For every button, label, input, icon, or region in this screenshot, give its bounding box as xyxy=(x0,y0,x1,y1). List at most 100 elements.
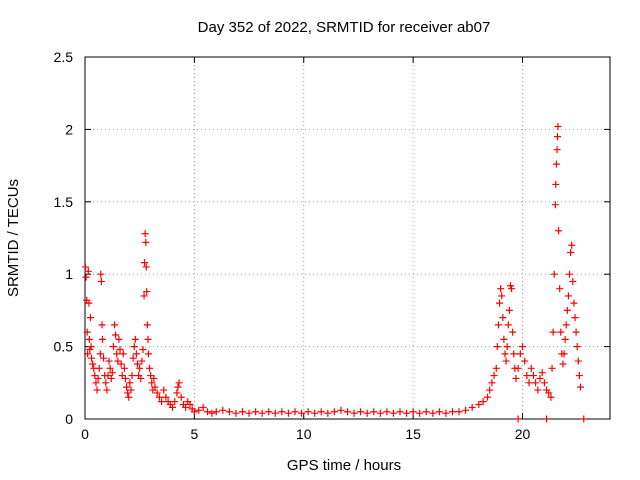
data-point xyxy=(549,328,557,336)
data-point xyxy=(403,409,411,417)
data-point xyxy=(111,321,119,329)
data-point xyxy=(121,374,129,382)
data-point xyxy=(344,408,351,416)
data-point xyxy=(143,288,151,296)
data-point xyxy=(568,241,576,249)
y-axis-label: SRMTID / TECUs xyxy=(5,179,22,297)
data-point xyxy=(108,369,116,377)
data-point xyxy=(532,379,540,387)
data-point xyxy=(84,350,92,358)
data-point xyxy=(291,408,299,416)
data-point xyxy=(557,328,565,336)
data-point xyxy=(330,408,338,416)
data-point xyxy=(573,343,581,351)
data-point xyxy=(540,379,548,387)
data-point xyxy=(462,406,470,414)
data-point xyxy=(94,374,102,382)
data-point xyxy=(504,321,512,329)
data-point xyxy=(95,364,103,372)
data-point xyxy=(131,335,139,343)
data-point xyxy=(429,409,437,417)
grid-lines xyxy=(85,57,610,419)
data-point xyxy=(132,350,140,358)
data-point xyxy=(370,408,378,416)
data-point xyxy=(567,248,575,256)
data-point xyxy=(190,408,198,416)
data-point xyxy=(564,292,572,300)
data-point xyxy=(88,354,96,362)
data-point xyxy=(559,360,567,368)
data-point xyxy=(512,374,520,382)
data-point xyxy=(146,364,154,372)
data-point xyxy=(140,292,148,300)
data-point xyxy=(143,321,151,329)
data-point xyxy=(575,372,583,380)
data-point xyxy=(543,415,551,423)
x-tick-label: 0 xyxy=(81,426,89,442)
data-point xyxy=(389,409,397,417)
data-point xyxy=(514,415,522,423)
x-tick-label: 10 xyxy=(296,426,312,442)
data-point xyxy=(97,277,105,285)
data-point xyxy=(136,364,144,372)
data-point xyxy=(572,328,580,336)
data-point xyxy=(106,364,114,372)
data-point xyxy=(505,306,513,314)
data-point xyxy=(177,393,185,401)
data-point xyxy=(527,364,535,372)
data-point xyxy=(265,408,273,416)
y-tick-label: 1.5 xyxy=(54,194,74,210)
data-point xyxy=(113,350,121,358)
data-point xyxy=(304,408,312,416)
x-axis-label: GPS time / hours xyxy=(287,457,401,474)
x-tick-label: 20 xyxy=(515,426,531,442)
plot-frame xyxy=(84,56,611,420)
axis-ticks xyxy=(84,56,610,420)
data-point xyxy=(148,379,156,387)
data-point xyxy=(225,408,233,416)
data-point xyxy=(252,408,260,416)
data-point xyxy=(508,285,516,293)
data-point xyxy=(83,328,91,336)
data-point xyxy=(357,408,365,416)
data-point xyxy=(278,408,286,416)
data-point xyxy=(284,409,292,417)
x-tick-labels: 0 5 10 15 20 xyxy=(81,426,530,442)
data-point xyxy=(175,379,183,387)
data-point xyxy=(81,263,89,271)
data-point xyxy=(141,230,149,238)
data-point xyxy=(97,270,105,278)
data-point xyxy=(107,374,115,382)
data-point xyxy=(160,386,168,394)
data-point xyxy=(195,406,203,414)
y-tick-label: 0.5 xyxy=(54,339,74,355)
data-point xyxy=(556,285,564,293)
data-point xyxy=(501,350,509,358)
data-point xyxy=(232,409,240,417)
data-point xyxy=(416,409,424,417)
data-point xyxy=(503,343,511,351)
data-point xyxy=(435,408,443,416)
data-point xyxy=(498,292,506,300)
data-point xyxy=(138,357,146,365)
data-point xyxy=(449,408,456,416)
data-point xyxy=(376,409,384,417)
data-point xyxy=(563,306,571,314)
data-point xyxy=(475,401,483,409)
data-point xyxy=(551,201,559,209)
data-point xyxy=(169,403,176,411)
data-point xyxy=(486,386,494,394)
data-point xyxy=(552,180,560,188)
data-point xyxy=(84,267,92,275)
data-point xyxy=(99,335,106,343)
data-point xyxy=(534,386,542,394)
data-point xyxy=(324,409,332,417)
data-point xyxy=(553,146,561,154)
data-point xyxy=(468,403,476,411)
data-point xyxy=(396,408,404,416)
data-point xyxy=(109,343,117,351)
data-point xyxy=(350,409,358,417)
data-point xyxy=(162,393,170,401)
data-point xyxy=(337,406,345,414)
y-tick-label: 2.5 xyxy=(54,49,74,65)
